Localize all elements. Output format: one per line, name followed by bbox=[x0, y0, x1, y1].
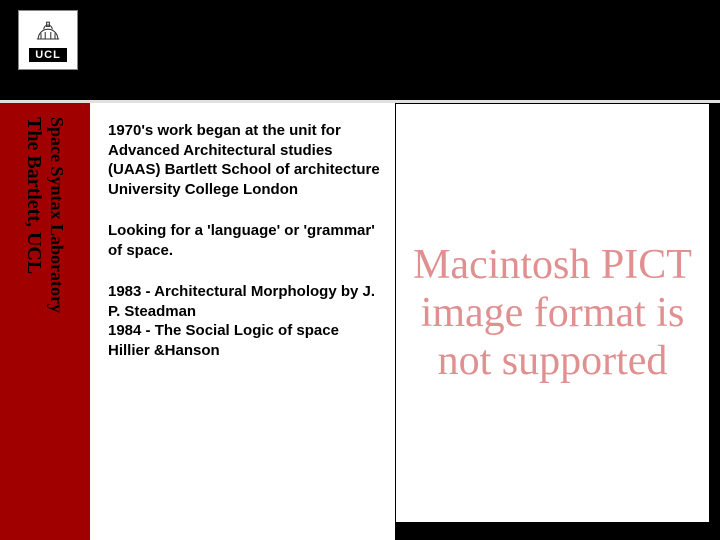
ucl-logo-text: UCL bbox=[29, 48, 67, 62]
sidebar: Space Syntax Laboratory The Bartlett, UC… bbox=[0, 103, 90, 540]
dome-icon bbox=[34, 18, 62, 46]
content-area: 1970's work began at the unit for Advanc… bbox=[90, 103, 395, 540]
pict-unsupported-text: Macintosh PICT image format is not suppo… bbox=[396, 241, 709, 386]
paragraph-1: 1970's work began at the unit for Advanc… bbox=[108, 121, 383, 199]
sidebar-line-2: The Bartlett, UCL bbox=[22, 117, 45, 274]
sidebar-line-1: Space Syntax Laboratory bbox=[46, 117, 67, 313]
slide: UCL Space Syntax Laboratory The Bartlett… bbox=[0, 0, 720, 540]
image-placeholder: Macintosh PICT image format is not suppo… bbox=[395, 103, 710, 523]
sidebar-title-group: Space Syntax Laboratory The Bartlett, UC… bbox=[0, 109, 90, 529]
header-bar: UCL bbox=[0, 0, 720, 100]
ucl-logo: UCL bbox=[18, 10, 78, 70]
paragraph-3: 1983 - Architectural Morphology by J. P.… bbox=[108, 282, 383, 360]
paragraph-2: Looking for a 'language' or 'grammar' of… bbox=[108, 221, 383, 260]
